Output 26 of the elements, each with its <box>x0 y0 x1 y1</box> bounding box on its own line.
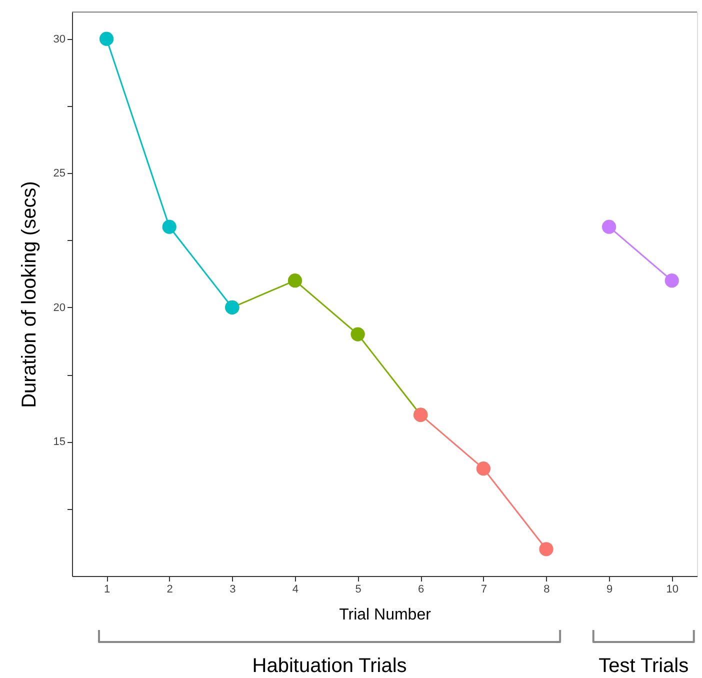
x-tick-label: 10 <box>666 584 678 596</box>
x-tick-label: 4 <box>292 584 299 596</box>
y-tick-label: 20 <box>53 302 66 314</box>
text: Habituation Trials <box>252 655 407 677</box>
point <box>539 542 554 556</box>
point <box>99 32 114 46</box>
point <box>664 274 679 288</box>
x-tick-label: 5 <box>355 584 362 596</box>
y-tick-label: 25 <box>53 168 66 180</box>
y-tick-label: 15 <box>53 436 66 448</box>
x-tick-label: 3 <box>230 584 236 596</box>
x-tick-label: 6 <box>418 584 424 596</box>
x-tick-label: 9 <box>606 584 613 596</box>
point <box>476 462 491 476</box>
x-tick-label: 1 <box>104 584 110 596</box>
y-tick-label: 30 <box>53 33 66 46</box>
y-axis-title: Duration of looking (secs) <box>18 181 40 408</box>
point <box>288 274 302 288</box>
x-tick-label: 7 <box>480 584 487 596</box>
x-tick-label: 2 <box>166 584 173 596</box>
x-axis-title: Trial Number <box>339 606 432 624</box>
point <box>162 220 176 234</box>
point <box>350 327 365 342</box>
text: Test Trials <box>598 655 689 677</box>
x-tick-label: 8 <box>544 584 550 596</box>
point <box>602 220 616 234</box>
